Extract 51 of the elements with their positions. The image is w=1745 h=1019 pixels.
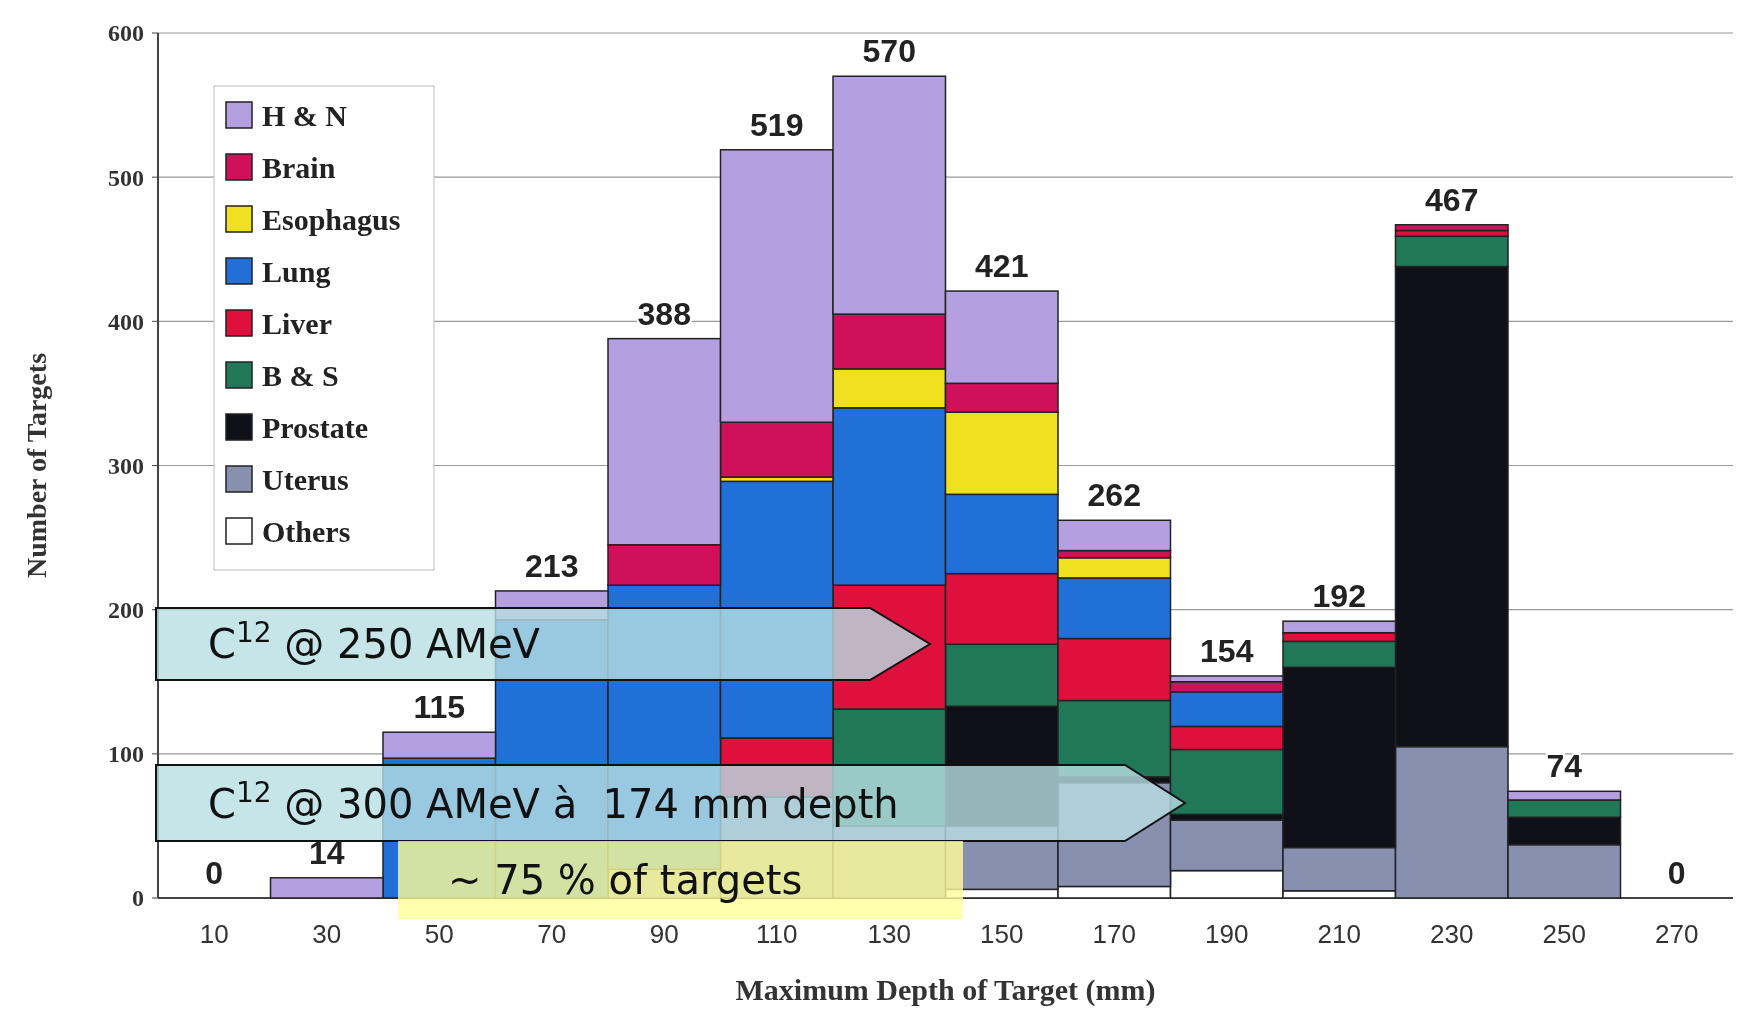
callout-arrow: C$^{12}$ @ 250 AMeV: [155, 607, 932, 681]
x-tick-label: 50: [424, 919, 454, 949]
x-tick-label: 170: [1092, 919, 1136, 949]
legend-label: Others: [262, 514, 351, 548]
total-label: 74: [1546, 748, 1583, 785]
total-label: 192: [1312, 578, 1366, 615]
legend-label: Lung: [262, 254, 331, 288]
total-label: 0: [205, 855, 224, 891]
y-tick-label: 400: [108, 308, 144, 335]
total-label: 519: [750, 106, 804, 143]
x-axis-title: Maximum Depth of Target (mm): [735, 973, 1156, 1007]
total-label: 213: [525, 547, 579, 584]
x-tick-label: 250: [1542, 919, 1586, 949]
total-label: 388: [637, 295, 691, 332]
legend-label: Liver: [262, 306, 332, 340]
y-tick-label: 200: [108, 597, 144, 624]
total-label: 467: [1425, 181, 1479, 218]
x-tick-label: 270: [1655, 919, 1699, 949]
total-label: 115: [413, 689, 466, 726]
total-label: 570: [862, 33, 916, 70]
y-tick-label: 0: [132, 885, 144, 912]
y-tick-label: 300: [108, 452, 144, 479]
callout-box: ~ 75 % of targets: [398, 841, 963, 919]
total-label: 262: [1087, 477, 1141, 514]
annotation: C$^{12}$ @ 300 AMeV à 174 mm depth: [208, 775, 899, 827]
legend-label: Brain: [262, 150, 336, 184]
x-tick-label: 150: [980, 919, 1024, 949]
legend-label: B & S: [262, 358, 339, 392]
x-tick-label: 190: [1205, 919, 1249, 949]
callout-arrow: C$^{12}$ @ 300 AMeV à 174 mm depth: [155, 764, 1187, 842]
x-tick-label: 130: [867, 919, 911, 949]
y-tick-label: 500: [108, 164, 144, 191]
legend-label: Esophagus: [262, 202, 401, 236]
x-tick-label: 70: [537, 919, 567, 949]
x-tick-label: 230: [1430, 919, 1474, 949]
legend-label: Uterus: [262, 462, 349, 496]
x-tick-label: 10: [199, 919, 229, 949]
y-tick-label: 600: [108, 20, 144, 47]
x-tick-label: 110: [756, 919, 798, 949]
y-axis-title: Number of Targets: [21, 352, 52, 579]
legend-label: Prostate: [262, 410, 369, 444]
total-label: 0: [1667, 855, 1686, 891]
annotation: C$^{12}$ @ 250 AMeV: [208, 615, 541, 667]
y-tick-label: 100: [108, 741, 144, 768]
total-label: 154: [1200, 632, 1254, 669]
total-label: 421: [975, 248, 1029, 285]
x-tick-label: 210: [1317, 919, 1361, 949]
x-tick-label: 90: [649, 919, 679, 949]
annotation: ~ 75 % of targets: [448, 857, 803, 903]
legend-label: H & N: [262, 98, 348, 132]
x-tick-label: 30: [312, 919, 342, 949]
